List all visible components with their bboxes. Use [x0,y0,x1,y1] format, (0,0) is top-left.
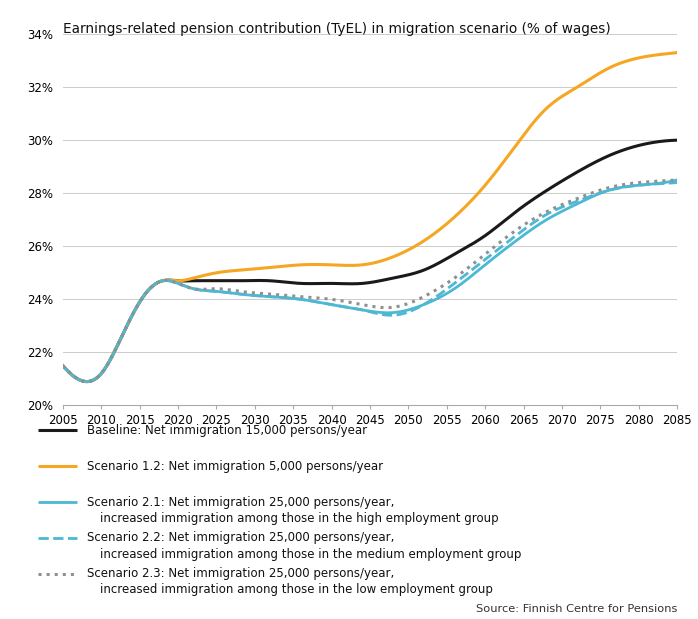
Text: Earnings-related pension contribution (TyEL) in migration scenario (% of wages): Earnings-related pension contribution (T… [63,22,611,36]
Text: Source: Finnish Centre for Pensions: Source: Finnish Centre for Pensions [475,604,677,614]
Text: Baseline: Net immigration 15,000 persons/year: Baseline: Net immigration 15,000 persons… [87,423,367,437]
Text: Scenario 2.1: Net immigration 25,000 persons/year,: Scenario 2.1: Net immigration 25,000 per… [87,495,394,509]
Text: Scenario 2.3: Net immigration 25,000 persons/year,: Scenario 2.3: Net immigration 25,000 per… [87,567,394,581]
Text: increased immigration among those in the low employment group: increased immigration among those in the… [100,583,493,597]
Text: Scenario 1.2: Net immigration 5,000 persons/year: Scenario 1.2: Net immigration 5,000 pers… [87,459,383,473]
Text: increased immigration among those in the high employment group: increased immigration among those in the… [100,511,498,525]
Text: Scenario 2.2: Net immigration 25,000 persons/year,: Scenario 2.2: Net immigration 25,000 per… [87,531,394,545]
Text: increased immigration among those in the medium employment group: increased immigration among those in the… [100,547,521,561]
